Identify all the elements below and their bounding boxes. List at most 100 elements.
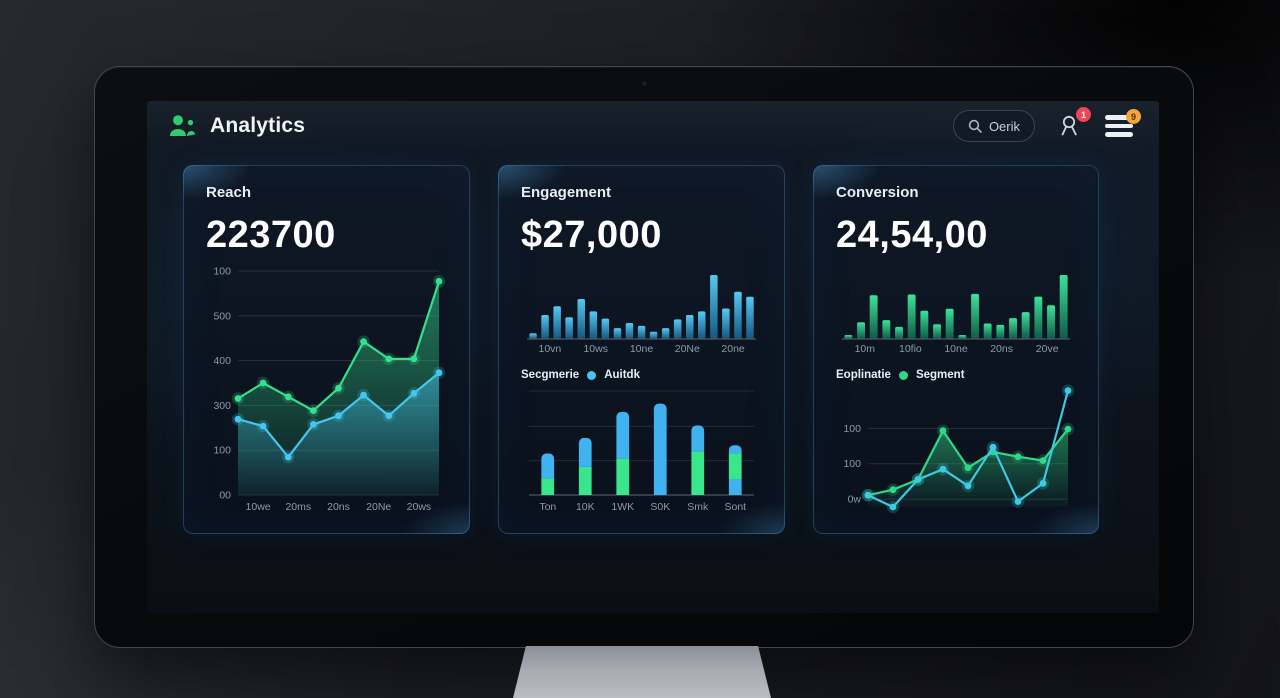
user-search-button[interactable]: 1 <box>1057 107 1091 139</box>
data-point <box>1014 498 1022 505</box>
bar <box>895 326 903 339</box>
bar <box>933 324 941 339</box>
bar <box>1059 275 1068 339</box>
x-axis-label: 10vn <box>539 343 562 355</box>
webcam-dot <box>642 81 647 86</box>
card-title: Reach <box>206 184 252 201</box>
y-axis-label: 00 <box>219 490 231 502</box>
bar <box>1047 305 1055 339</box>
x-axis-label: 10m <box>855 343 876 355</box>
data-point <box>889 503 897 511</box>
bar <box>698 311 706 339</box>
y-axis-label: 400 <box>213 355 231 367</box>
data-point <box>1064 425 1072 433</box>
x-axis-label: 1WK <box>611 501 634 513</box>
x-axis-label: Sont <box>724 501 746 513</box>
users-icon <box>170 115 196 136</box>
card-engagement: Engagement $27,000 10vn 10ws 10ne 20Ne 20ne … <box>498 165 785 534</box>
bar <box>577 299 585 339</box>
bar <box>649 331 658 339</box>
chart-svg: Ton 10K 1WK S0K Smk Sont <box>529 390 754 513</box>
bar <box>553 306 561 339</box>
data-point <box>964 482 972 490</box>
bar <box>882 320 891 339</box>
user-search-icon <box>1061 115 1077 136</box>
app-brand: Analytics <box>167 113 305 139</box>
x-axis-label: 10ne <box>630 343 654 355</box>
data-point <box>410 355 418 363</box>
x-axis-label: 20ns <box>327 501 350 513</box>
bar-segment <box>691 425 705 452</box>
x-axis-label: 20ns <box>990 343 1013 355</box>
data-point <box>310 407 317 414</box>
data-point <box>385 412 393 420</box>
engagement-stacked-chart: Ton 10K 1WK S0K Smk Sont <box>521 383 762 520</box>
data-point <box>310 421 317 428</box>
data-point <box>889 486 897 494</box>
data-point <box>914 476 922 483</box>
x-axis-label: 10K <box>576 501 595 513</box>
data-point <box>360 391 367 399</box>
x-axis-label: 20Ne <box>366 501 391 513</box>
bar-segment <box>653 403 667 495</box>
y-axis-label: 100 <box>843 458 861 470</box>
data-point <box>259 422 267 430</box>
bar <box>589 311 598 339</box>
data-point <box>234 395 242 402</box>
menu-button[interactable]: 9 <box>1105 109 1141 137</box>
card-reach: Reach 223700 00 100 300 400 500 100 10we 20ms 20… <box>183 165 470 534</box>
hamburger-icon <box>1105 115 1133 137</box>
header-actions: Oerik 1 9 <box>952 107 1141 142</box>
x-axis-label: Smk <box>687 501 709 513</box>
data-point <box>1039 480 1047 487</box>
card-value: $27,000 <box>521 214 662 256</box>
notification-badge: 1 <box>1076 107 1091 122</box>
chart-svg: 0w 100 100 <box>843 384 1075 514</box>
x-axis-label: 20ws <box>407 501 432 513</box>
card-value: 223700 <box>206 214 336 256</box>
x-axis-label: 20ms <box>285 501 311 513</box>
legend-dot <box>898 370 908 380</box>
bar <box>996 324 1005 339</box>
x-axis-label: 20ne <box>721 343 745 355</box>
data-point <box>385 355 393 363</box>
bar <box>673 319 682 339</box>
bar <box>1021 312 1030 339</box>
bar <box>686 315 694 339</box>
y-axis-label: 100 <box>213 266 231 278</box>
bar-segment <box>728 445 742 454</box>
card-title: Engagement <box>521 184 612 201</box>
data-point <box>360 338 367 345</box>
bar-segment <box>616 411 630 459</box>
x-axis-label: 10fio <box>899 343 922 355</box>
bar <box>907 294 916 339</box>
bar-segment <box>691 451 705 495</box>
bar-segment <box>728 453 742 480</box>
search-box[interactable]: Oerik <box>952 110 1035 142</box>
legend-dot <box>587 370 597 380</box>
data-point <box>1039 457 1047 464</box>
conversion-bar-chart: 10m 10fio 10ne 20ns 20ve <box>836 265 1076 357</box>
data-point <box>284 393 292 401</box>
bar <box>945 308 954 339</box>
legend-series-name: Segment <box>915 369 965 381</box>
data-point <box>989 443 997 451</box>
data-point <box>410 389 418 397</box>
x-axis-label: 20Ne <box>675 343 700 355</box>
chart-svg: 10vn 10ws 10ne 20Ne 20ne <box>527 275 756 355</box>
bar <box>710 275 718 339</box>
bar <box>1034 296 1043 339</box>
x-axis-label: 10we <box>246 501 271 513</box>
bar <box>734 291 742 339</box>
chart-svg: 00 100 300 400 500 100 10we 20ms 20ns 20Ne 20ws <box>213 266 446 513</box>
y-axis-label: 300 <box>213 400 231 412</box>
bar <box>844 335 853 339</box>
bar <box>746 296 754 339</box>
bar-segment <box>541 453 555 479</box>
card-conversion: Conversion 24,54,00 10m 10fio 10ne 20ns 20ve… <box>813 165 1099 534</box>
search-text: Oerik <box>988 118 1020 134</box>
y-axis-label: 0w <box>848 494 862 506</box>
data-point <box>234 415 242 423</box>
bar <box>625 323 634 339</box>
data-point <box>1014 453 1022 461</box>
